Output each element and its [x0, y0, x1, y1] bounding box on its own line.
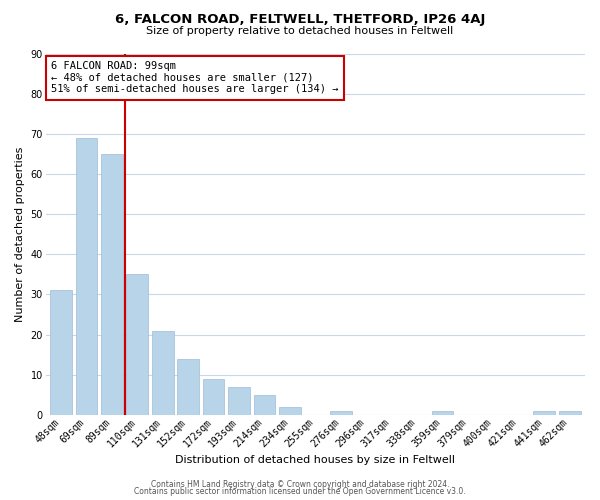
- Text: Contains public sector information licensed under the Open Government Licence v3: Contains public sector information licen…: [134, 488, 466, 496]
- Bar: [533, 410, 555, 414]
- Bar: [279, 406, 301, 414]
- Text: 6 FALCON ROAD: 99sqm
← 48% of detached houses are smaller (127)
51% of semi-deta: 6 FALCON ROAD: 99sqm ← 48% of detached h…: [51, 61, 338, 94]
- Bar: [50, 290, 72, 414]
- Text: Size of property relative to detached houses in Feltwell: Size of property relative to detached ho…: [146, 26, 454, 36]
- Text: Contains HM Land Registry data © Crown copyright and database right 2024.: Contains HM Land Registry data © Crown c…: [151, 480, 449, 489]
- Text: 6, FALCON ROAD, FELTWELL, THETFORD, IP26 4AJ: 6, FALCON ROAD, FELTWELL, THETFORD, IP26…: [115, 12, 485, 26]
- Bar: [76, 138, 97, 414]
- Bar: [432, 410, 454, 414]
- Bar: [127, 274, 148, 414]
- Bar: [228, 386, 250, 414]
- Bar: [178, 358, 199, 414]
- Bar: [152, 330, 173, 414]
- Bar: [330, 410, 352, 414]
- Bar: [559, 410, 581, 414]
- Y-axis label: Number of detached properties: Number of detached properties: [15, 146, 25, 322]
- Bar: [203, 378, 224, 414]
- Bar: [254, 394, 275, 414]
- X-axis label: Distribution of detached houses by size in Feltwell: Distribution of detached houses by size …: [175, 455, 455, 465]
- Bar: [101, 154, 122, 414]
